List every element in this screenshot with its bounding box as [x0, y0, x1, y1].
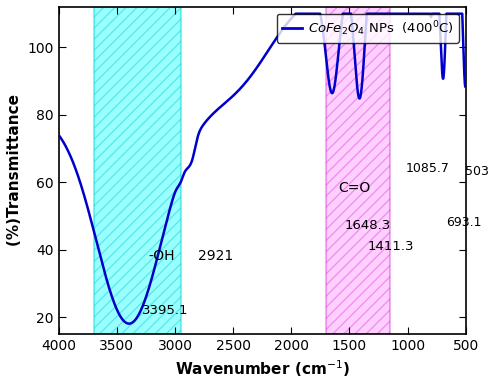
- Text: C=O: C=O: [338, 181, 371, 195]
- Text: 1411.3: 1411.3: [368, 240, 415, 253]
- Text: 3395.1: 3395.1: [142, 304, 189, 317]
- Y-axis label: (%)​Transmittance: (%)​Transmittance: [7, 95, 22, 246]
- Bar: [326, 7, 390, 334]
- Text: 2921: 2921: [198, 249, 234, 263]
- Text: -OH: -OH: [148, 249, 175, 263]
- Text: 503: 503: [465, 166, 489, 178]
- Text: 1648.3: 1648.3: [345, 219, 391, 232]
- X-axis label: Wavenumber (cm$^{-1}$): Wavenumber (cm$^{-1}$): [175, 358, 350, 379]
- Bar: [94, 7, 181, 334]
- Text: 693.1: 693.1: [446, 216, 482, 229]
- Text: 1085.7: 1085.7: [405, 162, 449, 175]
- Legend: $\mathbf{\mathit{CoFe_2O_4}}$ NPs  (400$^0$C): $\mathbf{\mathit{CoFe_2O_4}}$ NPs (400$^…: [277, 14, 459, 43]
